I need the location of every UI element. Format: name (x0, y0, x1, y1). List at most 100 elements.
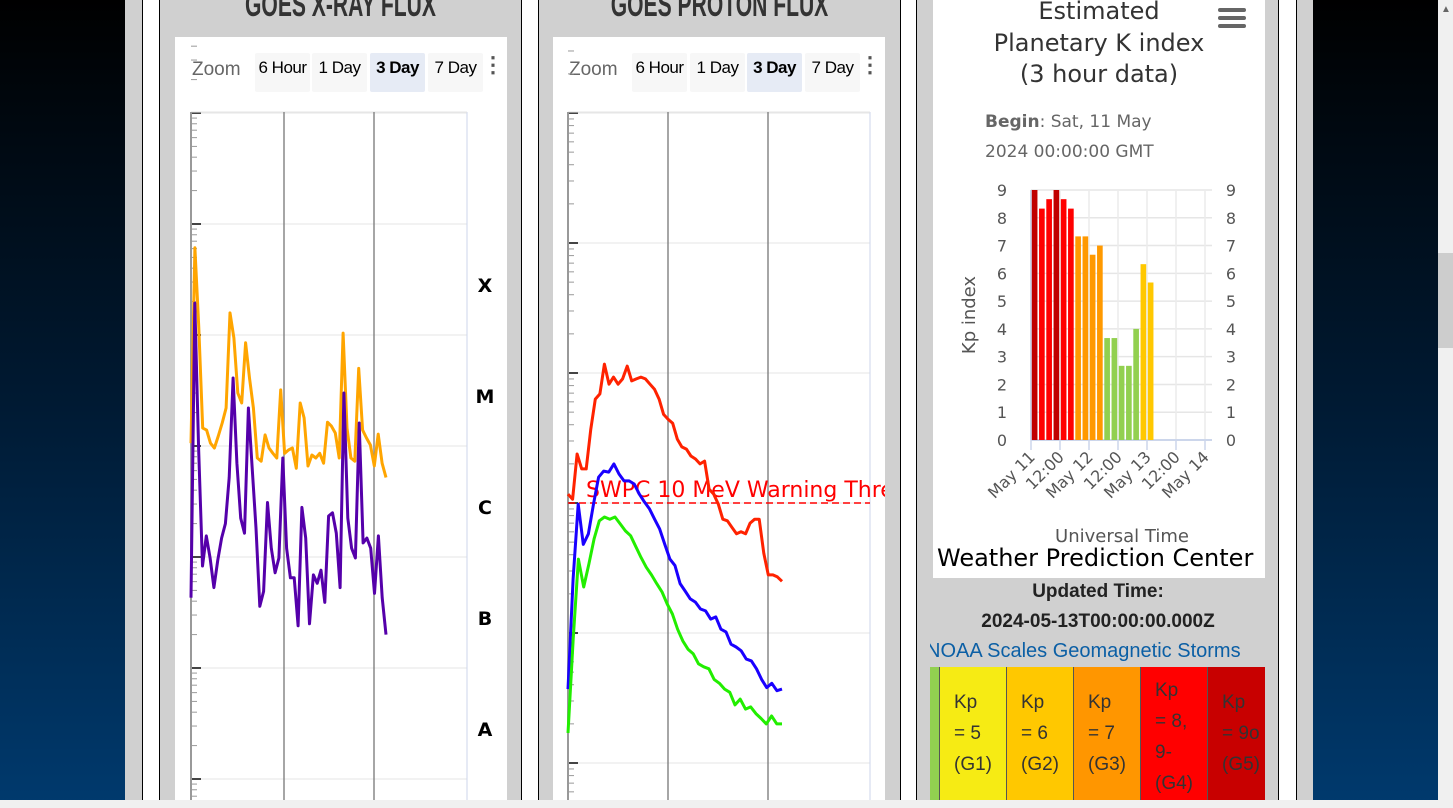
storm-scale-cell: Kp = 6 (G2) (1006, 667, 1073, 808)
storm-scale-text: = 7 (1088, 723, 1115, 744)
kp-bar (1053, 190, 1060, 440)
kp-bar (1068, 208, 1074, 440)
chart-title-line: Estimated (1038, 0, 1160, 25)
y-tick-label-right: 7 (1226, 237, 1236, 256)
series-line-0 (189, 246, 388, 478)
divider (916, 0, 917, 808)
storm-scale-text: = 9o (1222, 723, 1260, 744)
kp-bar (1075, 236, 1081, 440)
kp-bar (1133, 328, 1139, 440)
storm-scale-text: = 5 (954, 723, 981, 744)
kp-bar (1082, 236, 1089, 440)
storm-scale-cell: Kp = 5 (G1) (939, 667, 1006, 808)
storm-scale-text: (G5) (1222, 754, 1260, 775)
y-tick-label-right: 8 (1226, 209, 1236, 228)
storm-scale-text: Kp (1155, 680, 1179, 701)
kp-bar (1140, 264, 1147, 440)
flare-class-label: X (478, 275, 493, 297)
begin-date: Begin: Sat, 11 May (985, 112, 1152, 132)
y-tick-label-left: 3 (997, 348, 1007, 367)
kp-bar (1097, 245, 1103, 440)
y-tick-label-right: 3 (1226, 348, 1236, 367)
begin-value: : Sat, 11 May (1039, 112, 1152, 132)
y-tick-label-left: 7 (997, 237, 1007, 256)
y-tick-label-right: 0 (1226, 431, 1236, 450)
zoom-3-day-button[interactable]: 3 Day (370, 53, 425, 92)
series-line-1 (189, 301, 388, 635)
page-margin-left (125, 0, 142, 808)
y-tick-label-left: 2 (997, 375, 1007, 394)
divider (521, 0, 522, 808)
y-tick-label-left: 4 (997, 320, 1007, 339)
kp-bar (1104, 338, 1110, 440)
y-axis-title: Kp index (959, 276, 980, 355)
panel-title: GOES PROTON FLUX (610, 0, 829, 24)
begin-date-line2: 2024 00:00:00 GMT (985, 142, 1154, 162)
storm-scale-text: Kp (1088, 692, 1112, 713)
flare-class-label: B (478, 608, 492, 630)
storm-scale-text: = 6 (1021, 723, 1048, 744)
y-tick-label-right: 6 (1226, 264, 1236, 283)
chart-credit: Weather Prediction Center (937, 544, 1254, 572)
proton-chart: Zoom 6 Hour 1 Day 3 Day 7 Day ⋮ SWPC 10 … (553, 37, 885, 808)
flare-class-label: C (478, 497, 492, 519)
divider (1296, 0, 1297, 808)
xray-panel: GOES X-RAY FLUX Zoom 6 Hour 1 Day 3 Day … (160, 0, 521, 808)
y-tick-label-left: 8 (997, 209, 1007, 228)
kp-bar (1118, 365, 1125, 440)
hamburger-menu-icon[interactable] (1218, 8, 1246, 28)
proton-panel: GOES PROTON FLUX Zoom 6 Hour 1 Day 3 Day… (539, 0, 900, 808)
panel-title: GOES X-RAY FLUX (245, 0, 436, 24)
zoom-label: Zoom (192, 59, 241, 80)
series-line-2 (566, 515, 782, 734)
zoom-7-day-button[interactable]: 7 Day (428, 53, 483, 92)
zoom-7-day-button[interactable]: 7 Day (805, 53, 860, 92)
zoom-1-day-button[interactable]: 1 Day (690, 53, 745, 92)
divider (538, 0, 539, 808)
y-tick-label-right: 5 (1226, 292, 1236, 311)
chart-title-line: (3 hour data) (1019, 60, 1179, 88)
y-tick-label-right: 2 (1226, 375, 1236, 394)
storm-scale-text: (G2) (1021, 754, 1059, 775)
kp-chart: Estimated Planetary K index (3 hour data… (933, 0, 1265, 578)
noaa-scales-link[interactable]: NOAA Scales Geomagnetic Storms (930, 640, 1241, 662)
y-tick-label-right: 4 (1226, 320, 1236, 339)
kp-bar (1147, 282, 1154, 440)
storm-scale-g0-cell (930, 667, 939, 808)
kp-bar (1031, 190, 1038, 440)
y-tick-label-left: 0 (997, 431, 1007, 450)
series-line-1 (566, 462, 783, 693)
y-tick-label-left: 1 (997, 403, 1007, 422)
divider (142, 0, 143, 808)
page-margin-right (1297, 0, 1313, 808)
kp-bar (1111, 338, 1118, 440)
y-tick-label-right: 9 (1226, 181, 1236, 200)
zoom-6-hour-button[interactable]: 6 Hour (632, 53, 687, 92)
kp-bar (1060, 199, 1067, 440)
y-tick-label-left: 6 (997, 264, 1007, 283)
zoom-label: Zoom (569, 59, 618, 80)
zoom-3-day-button[interactable]: 3 Day (747, 53, 802, 92)
storm-scale-text: Kp (954, 692, 978, 713)
storm-scale-text: (G3) (1088, 754, 1126, 775)
scroll-up-arrow-icon[interactable]: ▲ (1441, 4, 1451, 15)
storm-scale-cell: Kp = 9o (G5) (1207, 667, 1265, 808)
flare-class-label: A (478, 719, 493, 741)
zoom-6-hour-button[interactable]: 6 Hour (255, 53, 310, 92)
xray-flux-plot: X M C B A (189, 45, 494, 808)
storm-scale-text: Kp (1021, 692, 1045, 713)
storm-scale-cell: Kp = 8, 9- (G4) (1140, 667, 1207, 808)
scrollbar-thumb[interactable] (1438, 253, 1453, 348)
kp-bar (1046, 199, 1052, 440)
kp-bar (1089, 254, 1096, 440)
y-tick-label-right: 1 (1226, 403, 1236, 422)
storm-scale-text: 9- (1155, 742, 1172, 763)
storm-scale-text: (G1) (954, 754, 992, 775)
kp-bar (1126, 365, 1132, 440)
divider (1278, 0, 1279, 808)
proton-flux-plot: SWPC 10 MeV Warning Thre (566, 50, 885, 808)
vertical-scrollbar[interactable]: ▲ (1438, 0, 1453, 808)
zoom-1-day-button[interactable]: 1 Day (312, 53, 367, 92)
y-tick-label-left: 9 (997, 181, 1007, 200)
